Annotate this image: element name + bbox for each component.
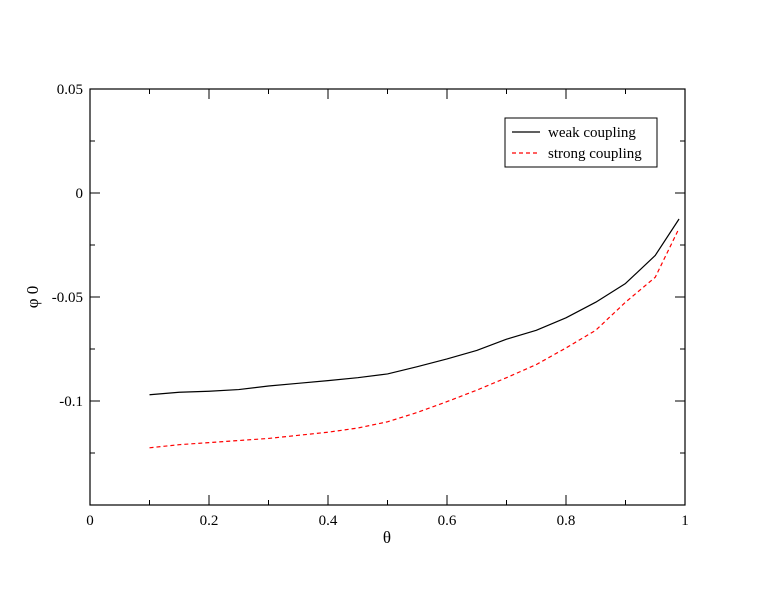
y-tick-label: -0.05	[52, 290, 83, 306]
ticks: 0 0.2 0.4 0.6 0.8 1 0.05 0 -0.05 -0.1	[52, 82, 689, 529]
legend-box	[504, 117, 658, 168]
y-tick-label: 0	[76, 186, 84, 202]
y-axis-label: φ 0	[23, 286, 42, 309]
x-tick-label: 0.4	[319, 513, 338, 529]
y-tick-label: 0.05	[57, 82, 83, 98]
series-layer	[149, 218, 680, 449]
legend-weak-coupling-label: weak coupling	[548, 125, 636, 141]
x-tick-label: 0	[86, 513, 94, 529]
y-tick-label: -0.1	[59, 394, 83, 410]
x-tick-label: 0.6	[438, 513, 457, 529]
series-line-strong-coupling	[149, 228, 680, 449]
x-axis-label: θ	[383, 528, 391, 547]
x-tick-label: 1	[681, 513, 689, 529]
legend-strong-coupling-label: strong coupling	[548, 146, 642, 162]
legend: weak coupling strong coupling	[504, 117, 658, 168]
series-line-weak-coupling	[149, 218, 680, 396]
x-tick-label: 0.2	[200, 513, 219, 529]
x-tick-label: 0.8	[557, 513, 576, 529]
